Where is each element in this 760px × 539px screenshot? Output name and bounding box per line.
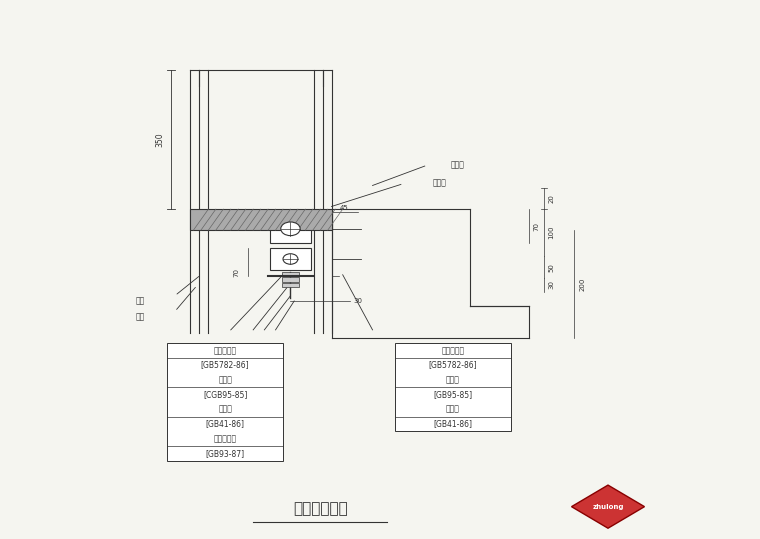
Circle shape [283, 254, 298, 264]
Text: 30: 30 [549, 280, 555, 289]
Text: 45: 45 [340, 204, 349, 211]
Text: 角钢连: 角钢连 [446, 375, 460, 384]
Text: 角钢连: 角钢连 [446, 405, 460, 413]
Text: [GB95-85]: [GB95-85] [433, 390, 472, 399]
Bar [281, 282, 299, 287]
Bar [281, 272, 299, 277]
Text: 70: 70 [534, 222, 540, 231]
Polygon shape [572, 485, 644, 528]
Text: 螺栓连: 螺栓连 [218, 405, 232, 413]
Bar [167, 343, 283, 461]
Text: 20: 20 [549, 194, 555, 203]
Text: 立柱安装节点: 立柱安装节点 [293, 501, 347, 516]
Text: [GB93-87]: [GB93-87] [206, 449, 245, 458]
Text: 350: 350 [155, 132, 164, 147]
Text: 弹簧垫圈连: 弹簧垫圈连 [214, 434, 237, 443]
Text: 30: 30 [354, 298, 363, 304]
Text: 角钢连: 角钢连 [218, 375, 232, 384]
Text: 垫片: 垫片 [136, 312, 145, 321]
Text: zhulong: zhulong [592, 503, 624, 510]
Text: [GB5782-86]: [GB5782-86] [429, 361, 477, 370]
Circle shape [280, 222, 300, 236]
Text: 预埋件规格: 预埋件规格 [442, 346, 464, 355]
Text: 50: 50 [549, 263, 555, 272]
Text: [CGB95-85]: [CGB95-85] [203, 390, 247, 399]
Text: [GB41-86]: [GB41-86] [433, 419, 472, 429]
Text: 200: 200 [580, 277, 586, 291]
Text: 100: 100 [549, 226, 555, 239]
Bar [270, 248, 311, 270]
Text: [GB41-86]: [GB41-86] [206, 419, 245, 429]
Bar [270, 215, 311, 243]
Bar [190, 209, 331, 230]
Text: 预埋件: 预埋件 [451, 160, 465, 169]
Text: 螺柱: 螺柱 [136, 296, 145, 306]
Bar [281, 278, 299, 281]
Text: 70: 70 [233, 268, 239, 278]
Text: 密封胶: 密封胶 [432, 178, 446, 188]
Text: 螺栓孔位置: 螺栓孔位置 [214, 346, 237, 355]
Bar [395, 343, 511, 431]
Text: [GB5782-86]: [GB5782-86] [201, 361, 249, 370]
